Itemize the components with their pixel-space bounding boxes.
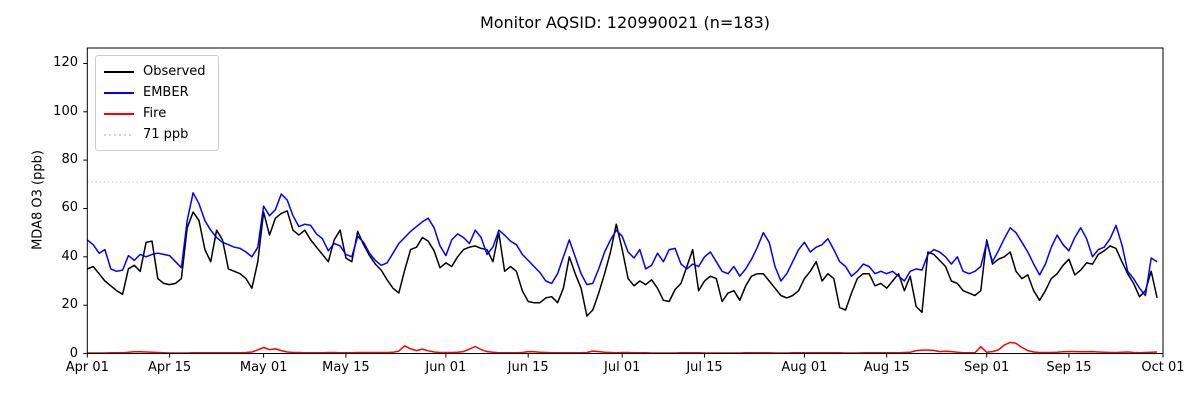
x-tick-label: Jun 15 <box>507 360 549 375</box>
legend-label: 71 ppb <box>143 127 189 142</box>
observed-line <box>87 210 1158 317</box>
x-tick-label: Jun 01 <box>425 360 467 375</box>
y-tick-label: 80 <box>61 152 78 168</box>
legend-label: EMBER <box>143 85 189 100</box>
legend-line-sample <box>104 70 134 73</box>
chart-title: Monitor AQSID: 120990021 (n=183) <box>479 13 771 32</box>
x-tick-label: May 01 <box>239 360 288 375</box>
y-tick-label: 20 <box>61 297 78 313</box>
legend-line-sample <box>104 133 134 136</box>
legend-line-sample <box>104 112 134 115</box>
ember-line <box>86 192 1158 297</box>
x-tick-label: Aug 15 <box>863 360 910 375</box>
x-tick-label: Jul 15 <box>686 360 723 375</box>
y-tick-label: 60 <box>61 200 78 216</box>
x-tick-label: Aug 01 <box>781 360 828 375</box>
axes-frame <box>86 47 1164 354</box>
legend-item-fire: Fire <box>104 103 206 124</box>
x-tick-label: Sep 15 <box>1046 360 1092 375</box>
y-tick-label: 100 <box>53 103 78 119</box>
x-tick-label: Jul 01 <box>604 360 641 375</box>
y-tick-label: 120 <box>53 55 78 71</box>
legend-item-ember: EMBER <box>104 82 206 103</box>
legend-item-71-ppb: 71 ppb <box>104 124 206 145</box>
legend: Observed EMBER Fire 71 ppb <box>95 55 219 151</box>
x-tick-label: Sep 01 <box>964 360 1010 375</box>
legend-label: Observed <box>143 64 206 79</box>
y-tick-label: 40 <box>61 248 78 264</box>
legend-item-observed: Observed <box>104 61 206 82</box>
fire-line <box>87 341 1158 354</box>
x-tick-label: Apr 01 <box>65 360 109 375</box>
x-tick-label: Apr 15 <box>148 360 192 375</box>
legend-label: Fire <box>143 106 167 121</box>
y-tick-label: 0 <box>69 345 78 361</box>
x-tick-label: Oct 01 <box>1141 360 1185 375</box>
legend-line-sample <box>104 91 134 94</box>
x-tick-label: May 15 <box>322 360 370 375</box>
